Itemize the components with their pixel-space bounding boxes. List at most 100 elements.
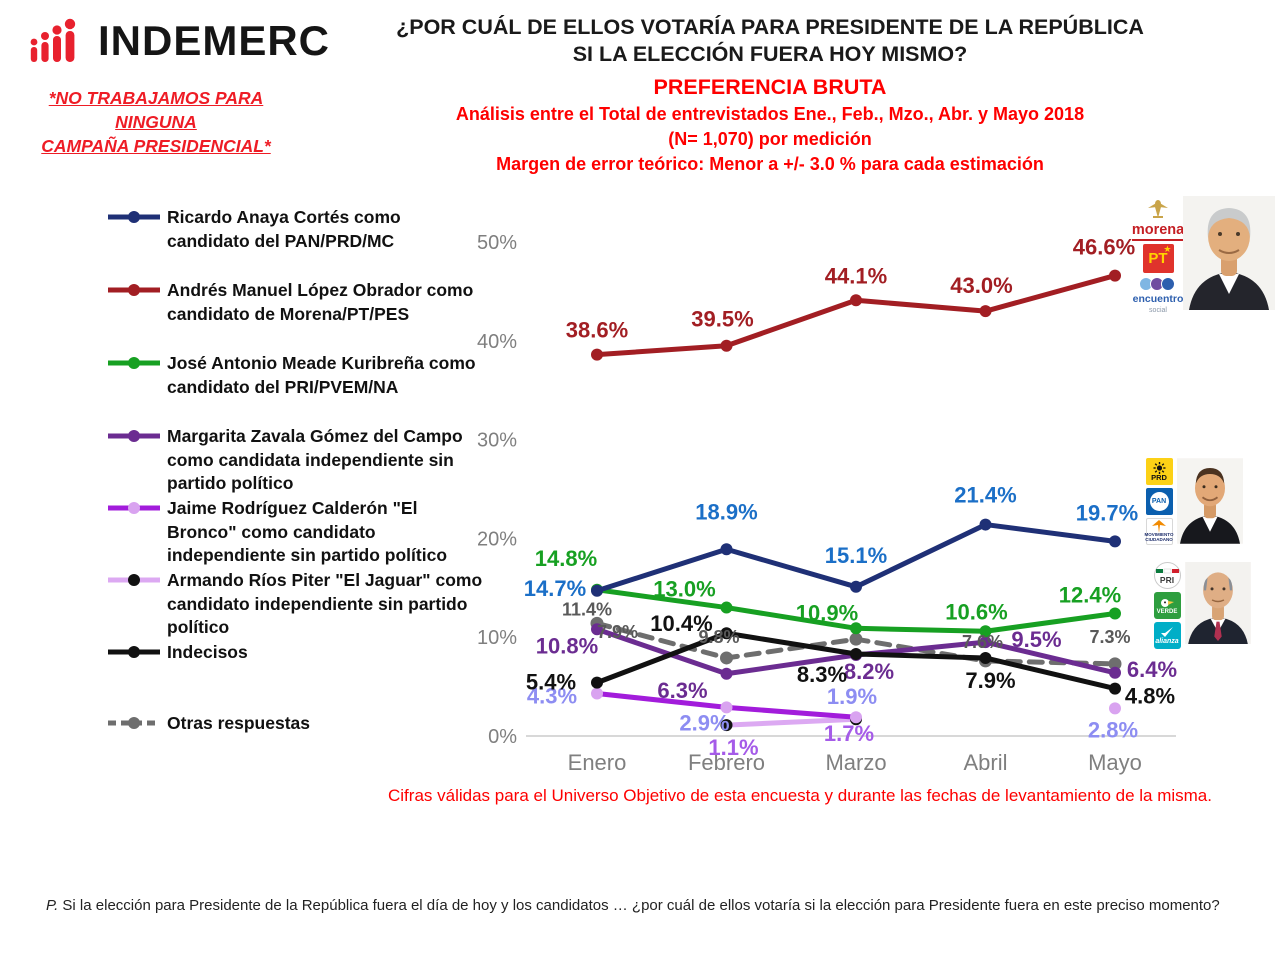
y-axis-tick: 40% bbox=[477, 331, 517, 353]
data-point-bronco bbox=[720, 701, 733, 714]
x-axis-label: Febrero bbox=[688, 750, 765, 775]
legend-marker-bronco bbox=[108, 502, 160, 514]
data-label-bronco: 4.3% bbox=[527, 684, 577, 709]
legend-item-bronco: Jaime Rodríguez Calderón "El Bronco" como… bbox=[106, 497, 447, 568]
y-axis-tick: 0% bbox=[488, 726, 517, 748]
analysis-line-2: (N= 1,070) por medición bbox=[668, 129, 872, 149]
data-point-otras bbox=[1108, 657, 1122, 671]
data-label-anaya: 18.9% bbox=[695, 499, 757, 524]
data-point-indecisos bbox=[591, 676, 603, 689]
toucan-icon bbox=[1161, 598, 1174, 607]
legend-label-amlo: Andrés Manuel López Obrador como candidat… bbox=[167, 280, 474, 324]
chart-subtitle: PREFERENCIA BRUTA bbox=[653, 75, 887, 99]
morena-logo: morena bbox=[1131, 223, 1185, 241]
disclaimer-line-2: CAMPAÑA PRESIDENCIAL* bbox=[41, 136, 271, 156]
chart-title-line-1: ¿POR CUÁL DE ELLOS VOTARÍA PARA PRESIDEN… bbox=[396, 15, 1144, 39]
margin-of-error-note: Margen de error teórico: Menor a +/- 3.0… bbox=[496, 154, 1044, 174]
anaya-photo bbox=[1177, 458, 1243, 544]
x-axis-label: Abril bbox=[963, 750, 1007, 775]
data-label-amlo: 46.6% bbox=[1073, 235, 1135, 260]
legend-item-meade: José Antonio Meade Kuribreña como candida… bbox=[106, 352, 476, 399]
pri-logo: PRI bbox=[1153, 562, 1181, 589]
legend-marker-indecisos bbox=[108, 646, 160, 658]
data-label-anaya: 14.7% bbox=[524, 576, 586, 601]
data-label-otras: 7.6% bbox=[962, 632, 1003, 652]
analysis-line-1: Análisis entre el Total de entrevistados… bbox=[455, 104, 1085, 124]
data-label-amlo: 43.0% bbox=[950, 273, 1012, 298]
prd-logo: PRD bbox=[1145, 458, 1173, 485]
data-label-otras: 7.9% bbox=[597, 622, 638, 642]
pri-tricolor-icon bbox=[1155, 569, 1179, 574]
y-axis-tick: 20% bbox=[477, 528, 517, 550]
pan-logo: PAN bbox=[1145, 488, 1173, 515]
prd-sun-icon bbox=[1153, 461, 1165, 474]
survey-question: P. Si la elección para Presidente de la … bbox=[46, 897, 1236, 914]
data-point-bronco bbox=[591, 687, 603, 700]
people-icon bbox=[30, 18, 76, 62]
movimiento-ciudadano-logo: MOVIMIENTO CIUDADANO bbox=[1145, 518, 1173, 545]
amlo-candidate-block: morena PT ★ encuentro social bbox=[1131, 196, 1275, 314]
data-point-jaguar bbox=[720, 719, 733, 732]
y-axis-tick: 10% bbox=[477, 627, 517, 649]
data-point-anaya bbox=[979, 518, 992, 531]
disclaimer-line-1: *NO TRABAJAMOS PARA NINGUNA bbox=[48, 88, 264, 132]
data-point-zavala bbox=[591, 623, 603, 636]
legend-marker-amlo bbox=[108, 284, 160, 296]
legend-label-zavala: Margarita Zavala Gómez del Campo como can… bbox=[167, 426, 463, 493]
data-label-indecisos: 5.4% bbox=[526, 670, 576, 695]
data-label-meade: 12.4% bbox=[1059, 582, 1121, 607]
encuentro-social-logo: encuentro bbox=[1132, 292, 1184, 305]
data-label-bronco: 2.9% bbox=[679, 710, 729, 735]
data-label-jaguar: 1.7% bbox=[824, 721, 874, 746]
data-label-meade: 10.9% bbox=[796, 600, 858, 625]
data-label-zavala: 10.8% bbox=[536, 633, 598, 658]
data-point-otras bbox=[720, 651, 733, 665]
legend-item-anaya: Ricardo Anaya Cortés como candidato del P… bbox=[106, 206, 401, 253]
title-block: ¿POR CUÁL DE ELLOS VOTARÍA PARA PRESIDEN… bbox=[380, 14, 1160, 177]
data-label-amlo: 39.5% bbox=[691, 307, 753, 332]
legend-marker-meade bbox=[108, 357, 160, 369]
data-label-anaya: 19.7% bbox=[1076, 500, 1138, 525]
data-label-bronco: 1.9% bbox=[827, 684, 877, 709]
data-label-amlo: 44.1% bbox=[825, 263, 887, 288]
legend-marker-anaya bbox=[108, 211, 160, 223]
legend-marker-zavala bbox=[108, 430, 160, 442]
data-label-meade: 10.6% bbox=[945, 599, 1007, 624]
data-point-bronco bbox=[1109, 702, 1121, 715]
meade-photo bbox=[1185, 562, 1251, 644]
x-axis-label: Marzo bbox=[825, 750, 886, 775]
data-label-jaguar: 1.1% bbox=[708, 735, 758, 760]
data-point-indecisos bbox=[979, 651, 992, 664]
data-label-indecisos: 7.9% bbox=[965, 668, 1015, 693]
data-point-anaya bbox=[720, 543, 733, 556]
data-point-amlo bbox=[591, 348, 603, 361]
pvem-logo: VERDE bbox=[1153, 592, 1181, 619]
legend-item-indecisos: Indecisos bbox=[106, 641, 248, 665]
data-point-anaya bbox=[850, 580, 862, 593]
morena-eagle-icon bbox=[1148, 200, 1168, 218]
legend-item-jaguar: Armando Ríos Piter "El Jaguar" como candi… bbox=[106, 569, 482, 640]
indemerc-logo: INDEMERC bbox=[28, 16, 330, 62]
data-point-indecisos bbox=[1109, 682, 1121, 695]
data-point-amlo bbox=[979, 305, 992, 318]
question-prefix: P. bbox=[46, 897, 59, 914]
chart-legend: Ricardo Anaya Cortés como candidato del P… bbox=[106, 0, 486, 760]
validity-note: Cifras válidas para el Universo Objetivo… bbox=[388, 786, 1212, 805]
data-point-anaya bbox=[591, 584, 603, 597]
data-label-otras: 9.8% bbox=[698, 627, 739, 647]
logo-wordmark: INDEMERC bbox=[98, 17, 331, 64]
data-point-indecisos bbox=[720, 627, 733, 640]
legend-label-meade: José Antonio Meade Kuribreña como candida… bbox=[167, 353, 476, 397]
meade-candidate-block: PRI VERDE alianza bbox=[1152, 562, 1251, 649]
data-point-amlo bbox=[1109, 269, 1121, 282]
data-point-meade bbox=[720, 601, 733, 614]
data-point-zavala bbox=[1109, 666, 1121, 679]
data-label-indecisos: 4.8% bbox=[1125, 684, 1175, 709]
series-line-jaguar bbox=[724, 716, 859, 728]
anaya-candidate-block: PRD PAN MOVIMIENTO CIUDADANO bbox=[1144, 458, 1243, 545]
x-axis-label: Enero bbox=[568, 750, 627, 775]
data-point-meade bbox=[1109, 607, 1121, 620]
data-point-zavala bbox=[720, 667, 733, 680]
data-label-anaya: 21.4% bbox=[954, 483, 1016, 508]
data-label-zavala: 9.5% bbox=[1011, 627, 1061, 652]
